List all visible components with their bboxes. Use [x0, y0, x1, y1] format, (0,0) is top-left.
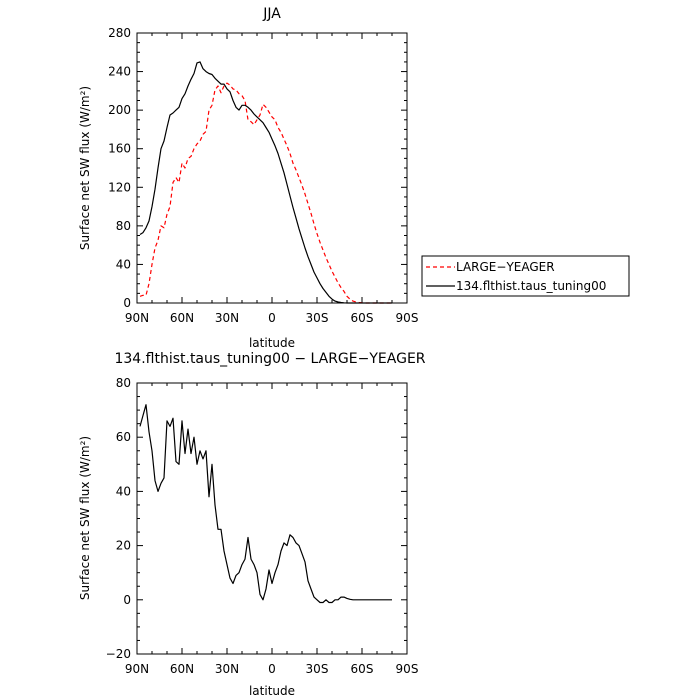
bottom-series-line-0	[139, 404, 392, 604]
top-series-large-yeager	[139, 82, 392, 304]
top-ytick-label: 160	[108, 142, 131, 156]
top-xtick-label: 60S	[351, 311, 374, 325]
top-xtick-label: 30S	[306, 311, 329, 325]
bottom-chart-title: 134.flthist.taus_tuning00 − LARGE−YEAGER	[114, 351, 425, 367]
bottom-chart: 134.flthist.taus_tuning00 − LARGE−YEAGER…	[78, 351, 426, 698]
bottom-ytick-label: 0	[123, 593, 131, 607]
bottom-ytick-label: 60	[116, 430, 131, 444]
top-xtick-label: 60N	[170, 311, 194, 325]
bottom-chart-ticks: 90N 60N 30N 0 30S 60S 90S −20 0 20 40 60 80	[106, 376, 419, 676]
top-xtick-label: 90N	[125, 311, 149, 325]
bottom-ytick-label: 20	[116, 539, 131, 553]
top-ytick-label: 120	[108, 180, 131, 194]
bottom-xtick-label: 30S	[306, 662, 329, 676]
top-xtick-label: 90S	[396, 311, 419, 325]
bottom-xtick-label: 60S	[351, 662, 374, 676]
bottom-xtick-label: 0	[268, 662, 276, 676]
bottom-xtick-label: 90N	[125, 662, 149, 676]
top-chart-xlabel: latitude	[249, 336, 295, 350]
top-ytick-label: 0	[123, 296, 131, 310]
legend-label-large-yeager: LARGE−YEAGER	[456, 260, 555, 274]
bottom-ytick-label: −20	[106, 647, 131, 661]
top-series-134-flthist-taus-tuning00	[139, 61, 392, 304]
top-chart-ticks: 90N 60N 30N 0 30S 60S 90S 0 40 80 120 160 200 240 280	[108, 26, 418, 325]
bottom-plot-frame	[136, 382, 408, 655]
top-chart: JJA 90N 60N 30N 0 30S 60S 90S 0 40 80 120 160 200 240…	[78, 6, 418, 350]
bottom-chart-ylabel: Surface net SW flux (W/m²)	[78, 436, 92, 600]
bottom-ytick-label: 80	[116, 376, 131, 390]
top-plot-frame	[136, 32, 408, 304]
top-xtick-label: 30N	[215, 311, 239, 325]
bottom-chart-xlabel: latitude	[249, 684, 295, 698]
top-ytick-label: 280	[108, 26, 131, 40]
top-ytick-label: 40	[116, 257, 131, 271]
bottom-chart-series	[139, 404, 392, 604]
top-xtick-label: 0	[268, 311, 276, 325]
bottom-xtick-label: 90S	[396, 662, 419, 676]
top-ytick-label: 80	[116, 219, 131, 233]
bottom-ytick-label: 40	[116, 484, 131, 498]
top-chart-series	[139, 61, 392, 304]
legend-box	[421, 255, 630, 297]
top-chart-title: JJA	[262, 6, 281, 22]
top-ytick-label: 240	[108, 65, 131, 79]
bottom-xtick-label: 60N	[170, 662, 194, 676]
legend-label-tuning00: 134.flthist.taus_tuning00	[456, 279, 606, 293]
legend: LARGE−YEAGER 134.flthist.taus_tuning00	[421, 255, 630, 297]
top-chart-ylabel: Surface net SW flux (W/m²)	[78, 86, 92, 250]
top-ytick-label: 200	[108, 103, 131, 117]
bottom-xtick-label: 30N	[215, 662, 239, 676]
